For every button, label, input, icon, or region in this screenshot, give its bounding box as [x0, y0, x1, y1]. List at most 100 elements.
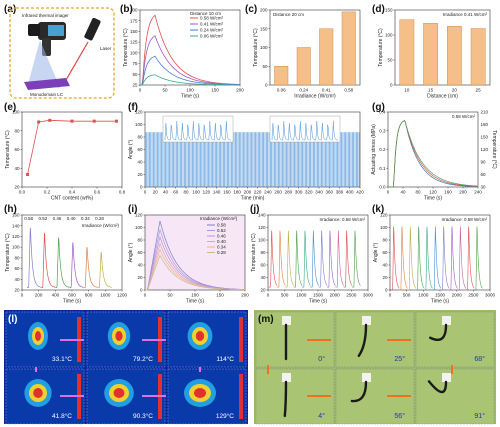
- x-tick-label: 150: [216, 293, 224, 298]
- cycle-spike: [317, 132, 318, 187]
- cycle-spike: [228, 132, 230, 187]
- data-point: [37, 120, 41, 124]
- cycle-spike: [174, 132, 176, 187]
- cycle-spike: [257, 132, 259, 187]
- cycle-spike: [268, 132, 270, 187]
- irradiance-value: 0.46: [53, 216, 62, 221]
- inset-line: [164, 120, 231, 141]
- x-tick-label: 280: [285, 190, 293, 195]
- x-tick-label: 0: [21, 293, 24, 298]
- cycle-spike: [339, 132, 341, 187]
- x-tick-label: 50: [162, 88, 168, 93]
- x-tick-label: 200: [236, 88, 244, 93]
- cycle-spike: [290, 132, 291, 187]
- x-tick-label: 0: [389, 293, 392, 298]
- cycle-spike: [240, 132, 242, 187]
- cycle-spike: [342, 132, 344, 187]
- panel-letter-h: (h): [4, 204, 17, 215]
- y-tick-label: 140: [258, 213, 266, 218]
- y-tick-label: 60: [260, 263, 266, 268]
- cycle-spike: [278, 132, 279, 187]
- bar: [296, 47, 311, 86]
- heat-core: [194, 388, 206, 398]
- bar: [423, 23, 438, 86]
- cycle-spike: [311, 132, 313, 187]
- thermal-imager-icon: [28, 22, 66, 56]
- y-tick-label: 0: [140, 288, 143, 293]
- cycle-spike: [155, 132, 157, 187]
- x-tick-label: 240: [474, 190, 482, 195]
- series-line: [415, 226, 425, 291]
- legend-label: 0.58: [217, 223, 226, 228]
- cycle-spike: [260, 132, 262, 187]
- cycle-spike: [272, 132, 274, 187]
- cycle-spike: [196, 132, 197, 187]
- x-tick-label: 180: [233, 190, 241, 195]
- cycle-spike: [346, 132, 348, 187]
- panel-letter-c: (c): [245, 4, 257, 15]
- panel-letter-e: (e): [4, 102, 16, 113]
- x-axis-label: Time (s): [63, 299, 81, 305]
- photo-cell: [415, 311, 495, 368]
- x-tick-label: 0: [139, 88, 142, 93]
- y-tick-label: 100: [258, 238, 266, 243]
- x-tick-label: 380: [336, 190, 344, 195]
- x-tick-label: 1500: [435, 293, 446, 298]
- cycle-spike: [146, 132, 148, 187]
- irradiance-value: 0.58: [24, 216, 33, 221]
- legend-title: Irradiance (W/cm²): [200, 216, 238, 221]
- y-tick-label: 60: [14, 266, 20, 271]
- cycle-spike: [308, 132, 310, 187]
- cycle-spike: [322, 132, 324, 187]
- x-tick-label: 120: [203, 190, 211, 195]
- y-tick-label: 120: [12, 234, 20, 239]
- cycle-spike: [263, 132, 264, 187]
- cycle-spike: [159, 132, 161, 187]
- cycle-spike: [280, 132, 282, 187]
- x-tick-label: 2000: [452, 293, 463, 298]
- clamp: [282, 316, 291, 325]
- temperature-reading: 90.3°C: [133, 412, 153, 420]
- cycle-spike: [221, 132, 223, 187]
- y-tick-label: 0.3: [379, 128, 386, 133]
- bar: [341, 11, 356, 86]
- x-tick-label: 0.0: [19, 190, 26, 195]
- y-tick-label: 20: [260, 288, 266, 293]
- legend-label: 0.06 W/cm²: [200, 34, 224, 39]
- cycle-spike: [330, 132, 332, 187]
- bend-angle: 68°: [474, 355, 485, 363]
- x-tick-label: 40: [163, 190, 169, 195]
- series-line: [285, 230, 295, 288]
- x-tick-label: 400: [346, 190, 354, 195]
- y-tick-label: 40: [14, 277, 20, 282]
- cycle-spike: [150, 132, 152, 187]
- series-line: [318, 230, 328, 288]
- y2-tick-label: 30: [481, 185, 487, 190]
- data-point: [114, 119, 118, 123]
- panel-a-dashed-box: [9, 7, 115, 99]
- legend-label: 0.28: [217, 250, 226, 255]
- series-line: [390, 226, 400, 291]
- x-axis-label: Time (min): [241, 196, 265, 202]
- cycle-spike: [318, 132, 320, 187]
- cycle-spike: [331, 132, 333, 187]
- cycle-spike: [183, 132, 185, 187]
- x-tick-label: 0: [144, 293, 147, 298]
- cycle-spike: [149, 132, 150, 187]
- lc-strip: [357, 323, 368, 358]
- y-tick-label: 80: [14, 128, 20, 133]
- y2-tick-label: 120: [481, 147, 489, 152]
- laser-icon: [65, 17, 101, 81]
- cycle-spike: [157, 132, 158, 187]
- clamp: [442, 373, 451, 382]
- legend-title: Distance 10 cm: [190, 11, 221, 16]
- series-line: [424, 226, 433, 291]
- cycle-spike: [345, 132, 346, 187]
- y2-tick-label: 90: [481, 160, 487, 165]
- cycle-spike: [312, 132, 314, 187]
- cycle-spike: [354, 132, 356, 187]
- cycle-spike: [182, 132, 184, 187]
- lc-strip: [429, 323, 448, 342]
- cycle-spike: [214, 132, 216, 187]
- x-tick-label: 1200: [117, 293, 128, 298]
